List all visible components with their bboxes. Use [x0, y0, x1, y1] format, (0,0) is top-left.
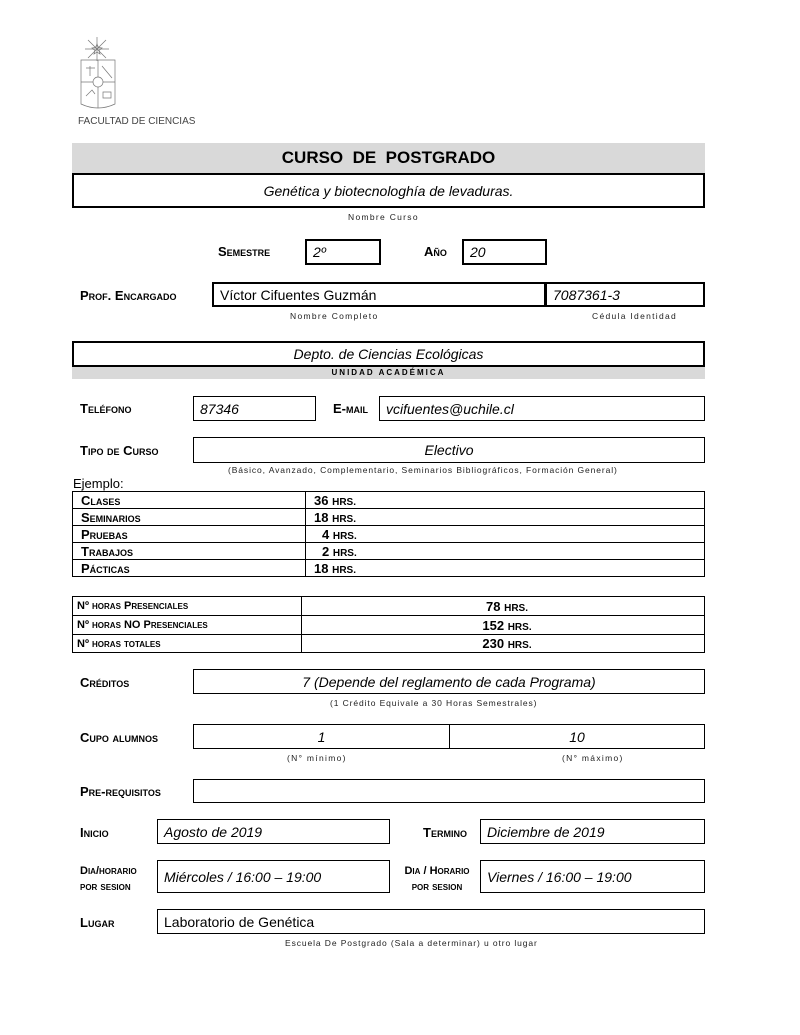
- prereq-field[interactable]: [193, 779, 705, 803]
- faculty-name: FACULTAD DE CIENCIAS: [78, 116, 196, 127]
- academic-unit-caption: UNIDAD ACADÉMICA: [72, 367, 705, 379]
- page-title: CURSO DE POSTGRADO: [72, 143, 705, 173]
- course-type-field[interactable]: Electivo: [193, 437, 705, 463]
- quota-min-caption: (N° mínimo): [287, 753, 347, 763]
- course-type-caption: (Básico, Avanzado, Complementario, Semin…: [228, 465, 618, 475]
- semester-field[interactable]: 2º: [305, 239, 381, 265]
- credits-label: Créditos: [80, 675, 130, 690]
- prereq-label: Pre-requisitos: [80, 784, 161, 799]
- quota-max-caption: (N° máximo): [562, 753, 624, 763]
- table-row: Nº horas NO Presenciales 152 hrs.: [72, 615, 705, 635]
- table-row: Pácticas 18 hrs.: [72, 559, 705, 577]
- quota-min-field[interactable]: 1: [193, 724, 450, 749]
- table-row: Nº horas Presenciales 78 hrs.: [72, 596, 705, 616]
- totals-table: Nº horas Presenciales 78 hrs. Nº horas NO…: [72, 596, 705, 653]
- phone-field[interactable]: 87346: [193, 396, 316, 421]
- university-seal-logo: [80, 37, 116, 109]
- table-row: Trabajos 2 hrs.: [72, 542, 705, 560]
- course-name-caption: Nombre Curso: [348, 212, 419, 222]
- end-field[interactable]: Diciembre de 2019: [480, 819, 705, 844]
- credits-field[interactable]: 7 (Depende del reglamento de cada Progra…: [193, 669, 705, 694]
- table-row: Clases 36 hrs.: [72, 491, 705, 509]
- academic-unit-field[interactable]: Depto. de Ciencias Ecológicas: [72, 341, 705, 367]
- email-field[interactable]: vcifuentes@uchile.cl: [379, 396, 705, 421]
- year-label: Año: [424, 244, 447, 259]
- place-caption: Escuela De Postgrado (Sala a determinar)…: [285, 938, 538, 948]
- schedule2-field[interactable]: Viernes / 16:00 – 19:00: [480, 860, 705, 893]
- example-label: Ejemplo:: [73, 476, 124, 491]
- semester-label: Semestre: [218, 244, 271, 259]
- quota-max-field[interactable]: 10: [449, 724, 705, 749]
- start-label: Inicio: [80, 825, 109, 840]
- year-field[interactable]: 20: [462, 239, 547, 265]
- end-label: Termino: [423, 825, 467, 840]
- professor-name-field[interactable]: Víctor Cifuentes Guzmán: [212, 282, 546, 307]
- schedule2-label: Dia / Horario por sesion: [404, 865, 470, 893]
- professor-id-field[interactable]: 7087361-3: [545, 282, 705, 307]
- professor-id-caption: Cédula Identidad: [592, 311, 678, 321]
- credits-caption: (1 Crédito Equivale a 30 Horas Semestral…: [330, 698, 538, 708]
- phone-label: Teléfono: [80, 401, 132, 416]
- hours-table: Clases 36 hrs. Seminarios 18 hrs. Pruebas 4…: [72, 491, 705, 577]
- table-row: Seminarios 18 hrs.: [72, 508, 705, 526]
- professor-label: Prof. Encargado: [80, 288, 177, 303]
- table-row: Nº horas totales 230 hrs.: [72, 634, 705, 653]
- email-label: E-mail: [333, 401, 368, 416]
- schedule1-label: Dia/horario por sesion: [80, 865, 137, 893]
- table-row: Pruebas 4 hrs.: [72, 525, 705, 543]
- schedule1-field[interactable]: Miércoles / 16:00 – 19:00: [157, 860, 390, 893]
- place-label: Lugar: [80, 915, 115, 930]
- start-field[interactable]: Agosto de 2019: [157, 819, 390, 844]
- course-type-label: Tipo de Curso: [80, 443, 159, 458]
- course-name-field[interactable]: Genética y biotecnologhía de levaduras.: [72, 173, 705, 208]
- quota-label: Cupo alumnos: [80, 730, 158, 745]
- professor-name-caption: Nombre Completo: [290, 311, 379, 321]
- place-field[interactable]: Laboratorio de Genética: [157, 909, 705, 934]
